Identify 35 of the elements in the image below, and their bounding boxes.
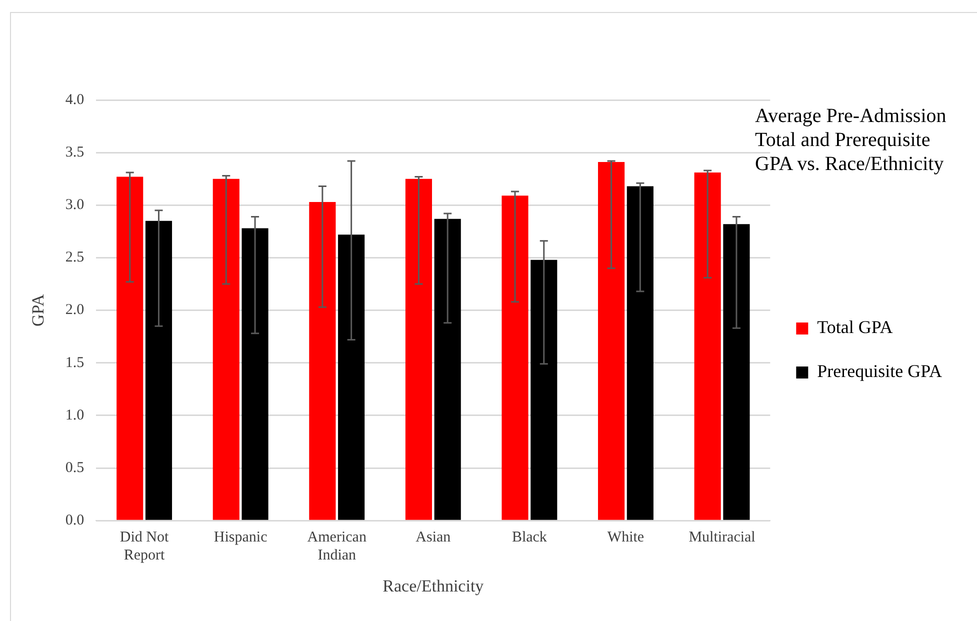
bar	[338, 234, 365, 520]
legend-label: Prerequisite GPA	[817, 361, 942, 382]
y-axis-title: GPA	[28, 293, 48, 327]
bar	[723, 224, 750, 520]
x-tick-label: Did Not Report	[120, 530, 170, 564]
x-tick-label: Multiracial	[688, 530, 756, 546]
x-tick-label: American Indian	[307, 530, 367, 564]
legend-label: Total GPA	[817, 317, 893, 338]
y-tick-label: 4.0	[65, 92, 84, 108]
x-tick-label: Hispanic	[214, 530, 268, 546]
bar	[502, 196, 528, 520]
y-tick-label: 1.0	[65, 407, 84, 424]
x-axis-title: Race/Ethnicity	[382, 576, 484, 596]
bar	[405, 178, 432, 520]
y-tick-label: 2.5	[65, 250, 84, 266]
bar	[242, 228, 268, 520]
bar	[626, 186, 654, 520]
x-tick-label: White	[607, 530, 644, 546]
y-tick-label: 1.5	[65, 354, 84, 371]
bar	[530, 260, 558, 520]
text: Average Pre-Admission Total and Prerequisite GPA vs. Race/Ethnicity	[755, 104, 948, 176]
y-tick-label: 0.5	[65, 460, 84, 476]
bar	[116, 176, 144, 520]
bar	[434, 218, 461, 520]
bar	[309, 202, 336, 520]
bar	[212, 178, 240, 520]
bar	[598, 162, 625, 520]
y-tick-label: 2.0	[65, 302, 84, 318]
y-tick-label: 3.5	[65, 144, 84, 161]
bar	[145, 220, 172, 520]
x-tick-label: Asian	[416, 530, 452, 546]
x-tick-label: Black	[512, 530, 548, 546]
bar	[694, 172, 721, 520]
y-tick-label: 3.0	[65, 197, 84, 214]
y-tick-label: 0.0	[65, 512, 84, 529]
